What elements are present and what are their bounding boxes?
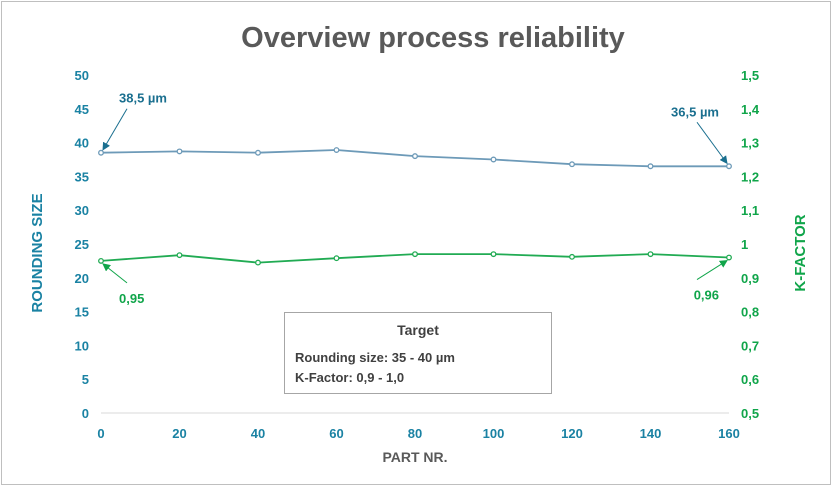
target-box-title: Target [397,322,439,338]
right-tick-label: 1,3 [741,136,759,151]
left-tick-label: 50 [75,68,89,83]
target-box: Target Rounding size: 35 - 40 µm K-Facto… [284,312,552,394]
annotation-arrow [696,259,728,280]
annotation-layer: 38,5 µm 36,5 µm 0,95 0,96 [102,91,728,306]
series-layer [98,147,732,266]
data-point [412,251,418,258]
data-point [333,255,340,262]
right-tick-label: 0,5 [741,406,759,421]
x-tick-label: 140 [640,426,662,441]
data-point [333,147,340,153]
data-point [726,163,732,170]
left-tick-label: 0 [82,406,89,421]
target-k-factor: K-Factor: 0,9 - 1,0 [295,370,405,385]
target-rounding-size: Rounding size: 35 - 40 µm [295,350,455,365]
x-axis-ticks: 0 20 40 60 80 100 120 140 160 [97,426,739,441]
annotation-label: 0,95 [119,291,144,306]
right-axis-ticks: 0,5 0,6 0,7 0,8 0,9 1 1,1 1,2 1,3 1,4 1,5 [741,68,760,421]
right-tick-label: 1,4 [741,102,760,117]
left-tick-label: 40 [75,136,89,151]
left-tick-label: 5 [82,372,89,387]
right-tick-label: 0,8 [741,305,759,320]
x-tick-label: 20 [172,426,186,441]
x-tick-label: 60 [329,426,343,441]
data-point [98,257,104,264]
left-axis-title: ROUNDING SIZE [29,193,46,312]
data-point [647,251,654,258]
x-tick-label: 80 [408,426,422,441]
left-tick-label: 15 [75,305,89,320]
right-tick-label: 0,6 [741,372,759,387]
annotation-arrow [102,108,128,151]
data-point [255,149,261,156]
right-tick-label: 1,1 [741,203,759,218]
annotation-label: 36,5 µm [671,104,719,119]
data-point [569,161,575,168]
data-point [569,253,575,260]
data-point [176,148,183,155]
data-point [490,156,497,163]
annotation-arrow [696,121,728,165]
annotation-arrow [102,263,128,284]
data-point [647,163,654,170]
left-tick-label: 10 [75,338,89,353]
data-point [412,153,418,160]
data-point [255,259,261,266]
right-tick-label: 1 [741,237,748,252]
data-point [98,149,104,156]
x-tick-label: 120 [561,426,583,441]
left-tick-label: 25 [75,237,89,252]
right-tick-label: 1,2 [741,169,759,184]
x-axis-title: PART NR. [382,449,447,465]
right-tick-label: 0,7 [741,338,759,353]
x-tick-label: 160 [718,426,740,441]
right-tick-label: 0,9 [741,271,759,286]
left-axis-ticks: 0 5 10 15 20 25 30 35 40 45 50 [75,68,89,421]
right-axis-title: K-FACTOR [792,214,809,291]
data-point [726,254,732,261]
left-tick-label: 45 [75,102,89,117]
x-tick-label: 40 [251,426,265,441]
x-tick-label: 100 [483,426,505,441]
data-point [490,251,497,258]
left-tick-label: 30 [75,203,89,218]
left-tick-label: 20 [75,271,89,286]
annotation-label: 38,5 µm [119,91,167,106]
annotation-label: 0,96 [694,288,719,303]
left-tick-label: 35 [75,169,89,184]
x-tick-label: 0 [97,426,104,441]
chart-title: Overview process reliability [241,22,625,54]
data-point [176,252,183,259]
right-tick-label: 1,5 [741,68,759,83]
